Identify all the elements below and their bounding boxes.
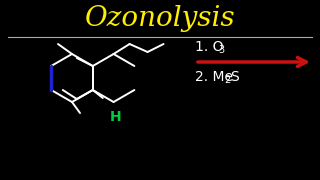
Text: 3: 3 bbox=[218, 45, 224, 55]
Text: 2: 2 bbox=[224, 75, 230, 85]
Text: 2. Me: 2. Me bbox=[195, 70, 233, 84]
Text: 1. O: 1. O bbox=[195, 40, 223, 54]
Text: S: S bbox=[230, 70, 239, 84]
Text: H: H bbox=[110, 110, 121, 124]
Text: Ozonolysis: Ozonolysis bbox=[85, 4, 235, 32]
